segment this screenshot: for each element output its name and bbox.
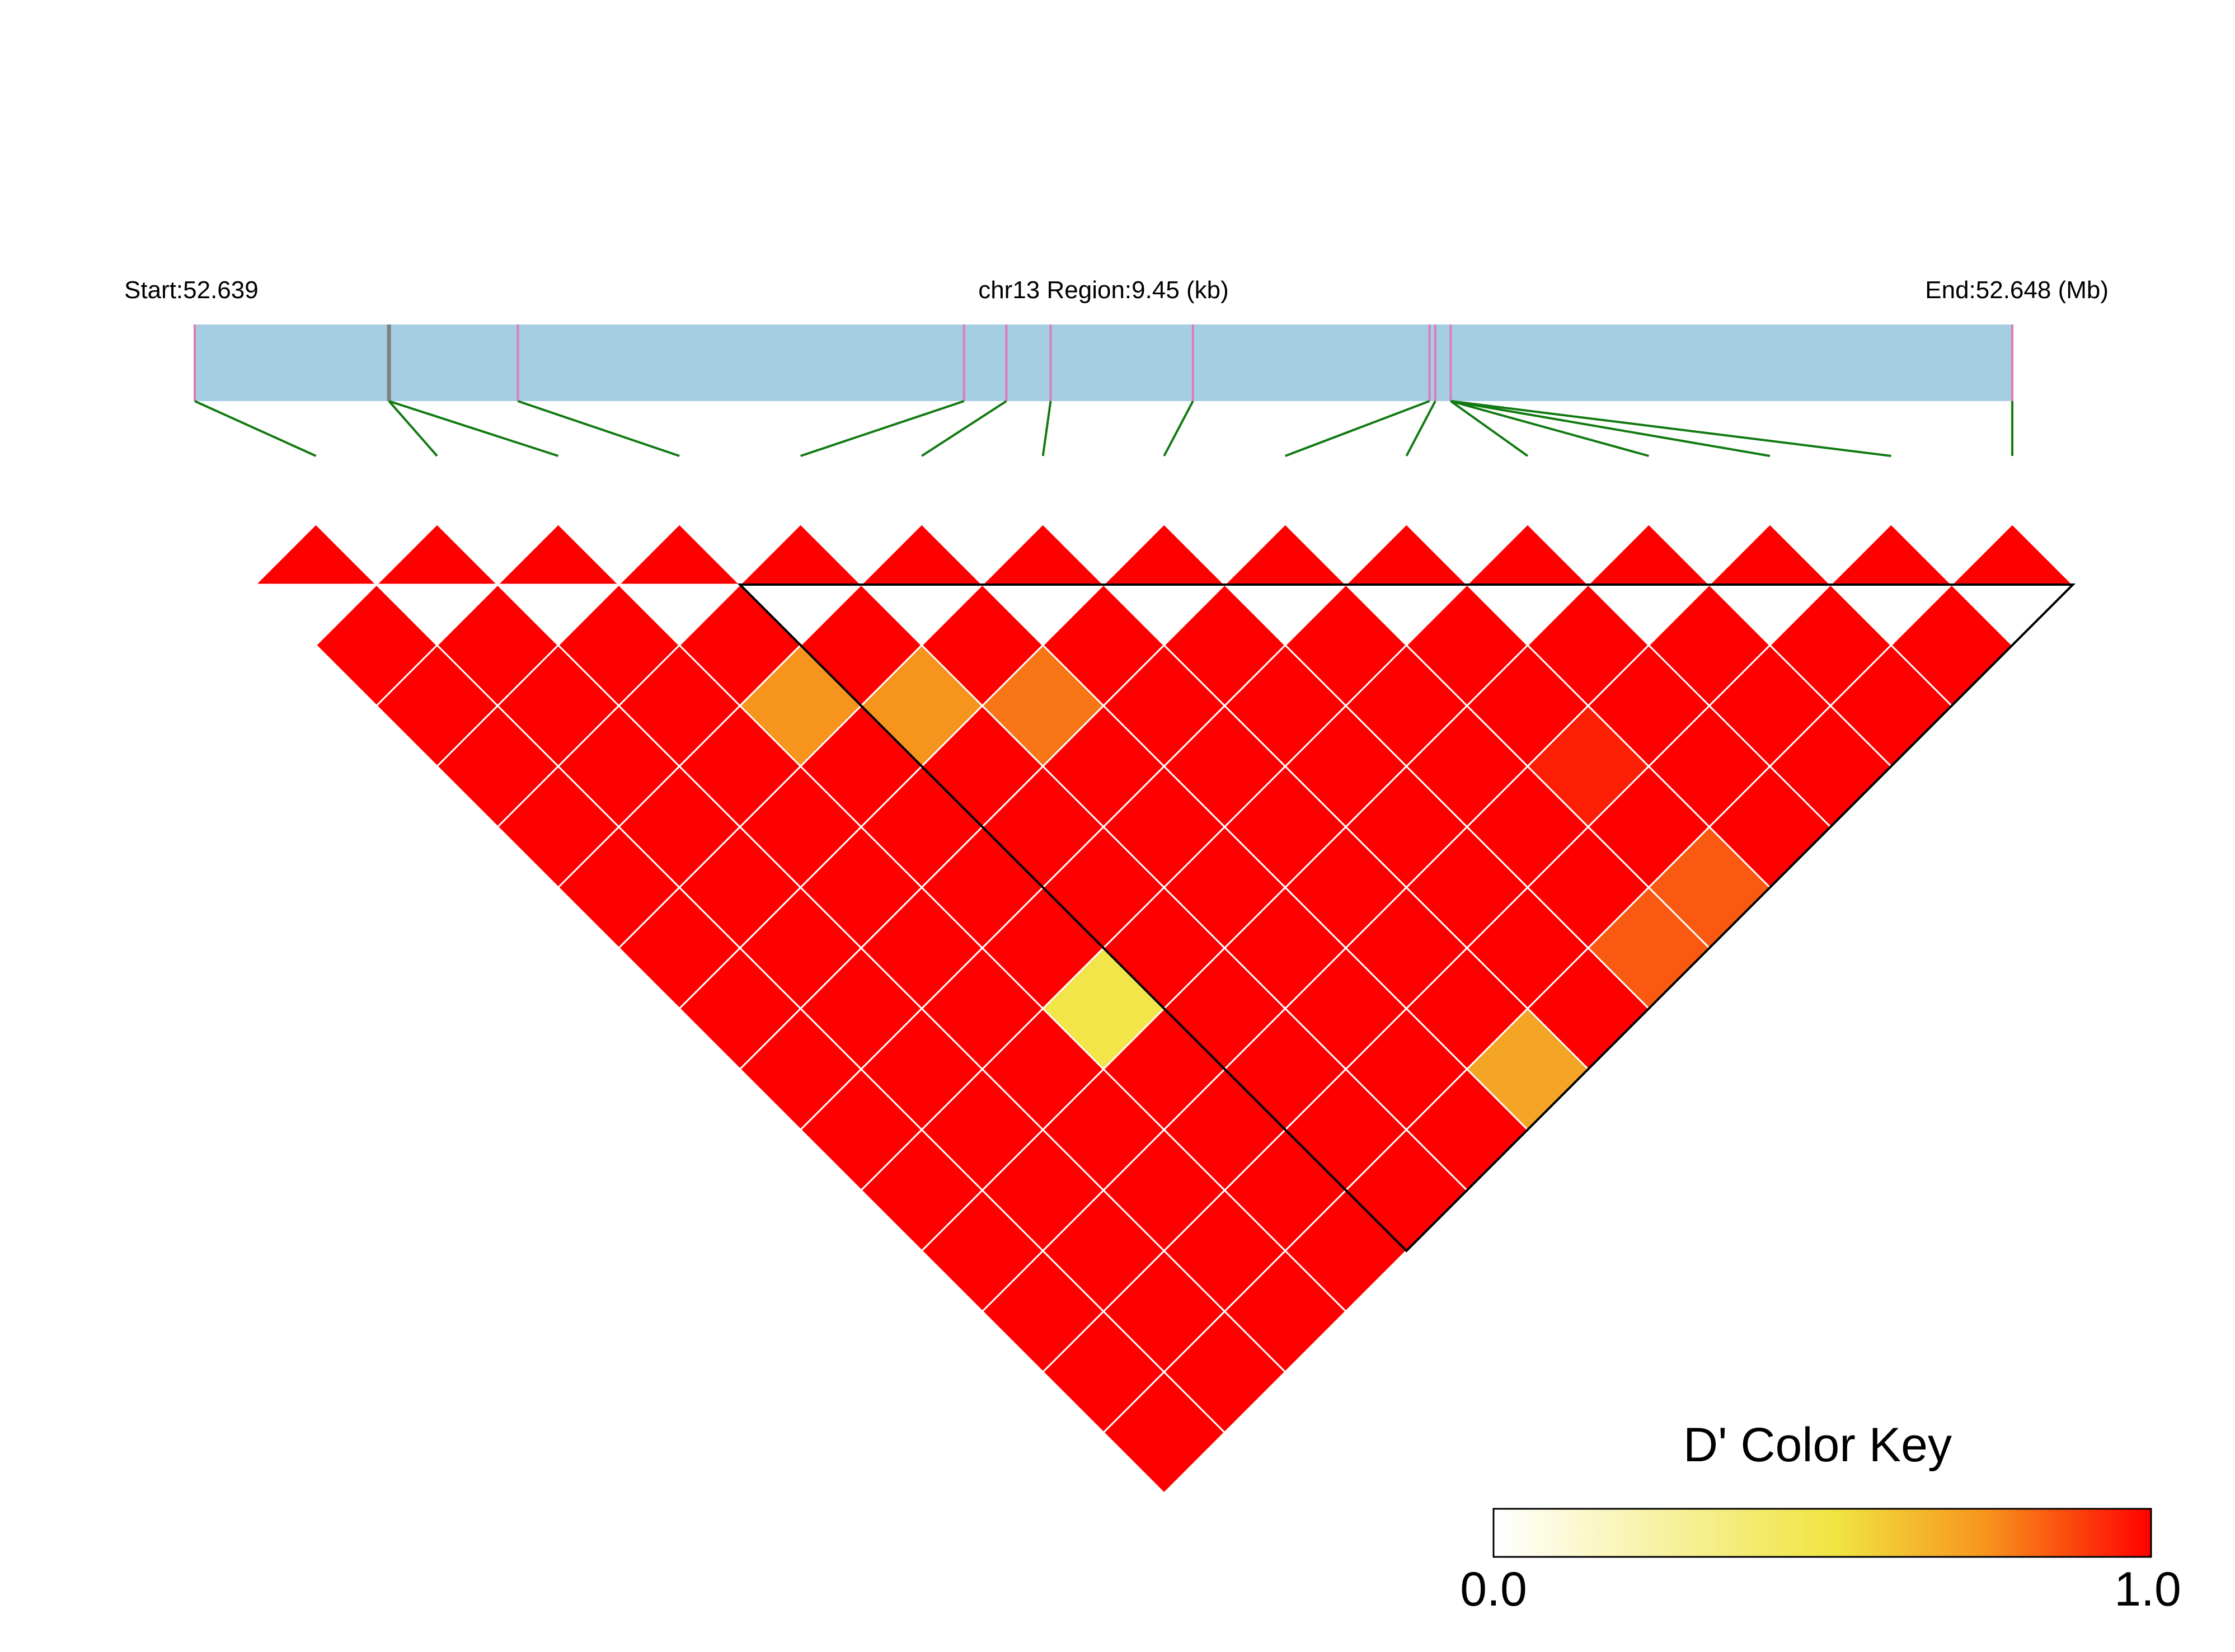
snp-diamond — [1950, 523, 2075, 586]
snp-diamond — [617, 523, 743, 586]
snp-diamonds — [253, 523, 2075, 586]
snp-connector-lines — [194, 400, 2013, 457]
snp-diamond — [1707, 523, 1833, 586]
snp-ticks — [194, 324, 2013, 401]
haplotype-block-outline — [737, 583, 2076, 1253]
snp-connector-line — [1041, 401, 1052, 456]
snp-diamond — [859, 523, 985, 586]
snp-connector-line — [1450, 400, 1771, 457]
snp-connector-line — [1163, 401, 1194, 456]
snp-diamond — [1344, 523, 1469, 586]
snp-connector-line — [1450, 400, 1529, 457]
snp-connector-line — [388, 400, 559, 457]
snp-connector-line — [517, 400, 680, 457]
ld-cells — [314, 583, 2014, 1495]
end-label: End:52.648 (Mb) — [1925, 276, 2109, 304]
snp-connector-line — [388, 400, 438, 457]
snp-diamond — [253, 523, 379, 586]
region-label: chr13 Region:9.45 (kb) — [978, 276, 1229, 304]
snp-diamond — [1101, 523, 1227, 586]
snp-diamond — [738, 523, 863, 586]
snp-connector-line — [800, 400, 965, 457]
start-label: Start:52.639 — [124, 276, 259, 304]
color-key-min-label: 0.0 — [1460, 1562, 1527, 1616]
color-key-title: D' Color Key — [1683, 1418, 1952, 1472]
snp-diamond — [1222, 523, 1348, 586]
color-key-max-label: 1.0 — [2114, 1562, 2181, 1616]
haplotype-block-triangle — [737, 583, 2076, 1253]
snp-diamond — [1464, 523, 1590, 586]
color-key-gradient — [1492, 1508, 2152, 1558]
snp-connector-line — [1450, 400, 1649, 457]
snp-diamond — [495, 523, 621, 586]
snp-connector-line — [921, 400, 1007, 457]
region-bar — [195, 324, 2012, 401]
color-key: D' Color Key 0.0 1.0 — [1460, 1418, 2181, 1616]
snp-diamond — [980, 523, 1106, 586]
snp-diamond — [1586, 523, 1712, 586]
snp-diamond — [1828, 523, 1954, 586]
snp-connector-line — [1450, 400, 1891, 457]
snp-connector-line — [1405, 401, 1436, 456]
snp-connector-line — [194, 400, 317, 457]
snp-diamond — [374, 523, 500, 586]
snp-connector-line — [1285, 400, 1430, 457]
